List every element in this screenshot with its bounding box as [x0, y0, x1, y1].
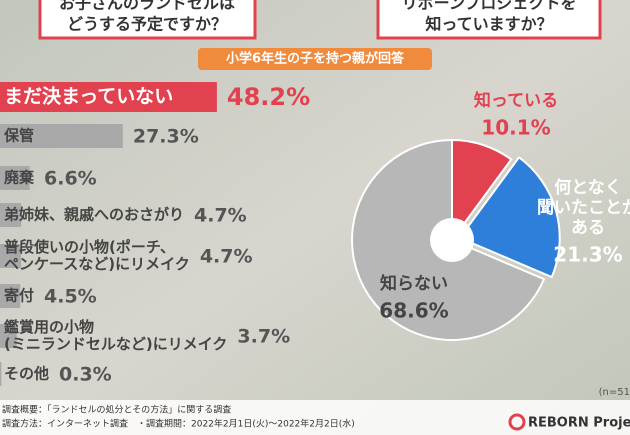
- bar: [0, 124, 123, 148]
- question-box: [376, 0, 602, 40]
- bar: [0, 284, 21, 308]
- slice-label: ある: [571, 218, 605, 238]
- slice-value: 68.6%: [379, 299, 448, 323]
- slice-label: 知らない: [379, 273, 448, 294]
- pie-hole: [430, 218, 474, 262]
- value-label: 3.7%: [237, 326, 290, 348]
- value-label: 27.3%: [133, 126, 199, 148]
- brand: REBORN Proje: [528, 416, 630, 431]
- category-label: 弟姉妹、親戚へのおさがり: [4, 206, 184, 224]
- value-label: 0.3%: [59, 364, 112, 386]
- bar: [0, 324, 17, 348]
- banner-text: 小学6年生の子を持つ親が回答: [226, 51, 405, 67]
- value-label: 4.7%: [200, 246, 253, 268]
- category-label: 保管: [3, 127, 34, 145]
- category-label: まだ決まっていない: [4, 86, 173, 108]
- question-line: リボーンプロジェクトを: [402, 0, 577, 13]
- slice-value: 10.1%: [481, 116, 550, 140]
- question-line: 知っていますか？: [425, 15, 552, 34]
- value-label: 6.6%: [44, 168, 97, 190]
- bar: [0, 166, 30, 190]
- bar: [0, 362, 2, 386]
- brand-icon: [508, 413, 526, 431]
- bar: [0, 203, 22, 227]
- question-line: お子さんのランドセルは: [59, 0, 235, 13]
- sample-note: (n=51: [599, 387, 630, 398]
- value-label: 48.2%: [227, 83, 310, 111]
- category-label: その他: [4, 365, 49, 383]
- bar: [0, 244, 22, 268]
- value-label: 4.7%: [194, 205, 247, 227]
- category-label: ペンケースなど)にリメイク: [4, 255, 190, 273]
- pie-slice: [458, 155, 561, 279]
- slice-label: 知っている: [473, 90, 558, 111]
- slice-value: 21.3%: [553, 243, 622, 267]
- value-label: 4.5%: [44, 286, 97, 308]
- slice-label: 聞いたことが: [537, 197, 630, 218]
- question-box: [38, 0, 257, 40]
- category-label: 普段使いの小物(ポーチ、: [4, 238, 175, 256]
- bar-chart: まだ決まっていない 48.2% 保管 27.3% 廃棄 6.6% 弟姉妹、親戚へのおさがり 4…: [0, 82, 310, 386]
- footer-bg: [0, 400, 630, 435]
- footer-line: 調査概要：「ランドセルの処分とその方法」に関する調査: [2, 404, 231, 416]
- slice-label: 何となく: [554, 177, 622, 198]
- category-label: 廃棄: [4, 169, 35, 187]
- question-line: どうする予定ですか？: [67, 15, 227, 34]
- footer-line: 調査方法：インターネット調査 ・調査期間：2022年2月1日(火)〜2022年2…: [2, 418, 355, 430]
- banner: [198, 48, 432, 70]
- category-label: 鑑賞用の小物: [4, 318, 94, 336]
- bar: [0, 82, 217, 112]
- category-label: (ミニランドセルなど)にリメイク: [4, 335, 227, 353]
- category-label: 寄付: [4, 287, 34, 305]
